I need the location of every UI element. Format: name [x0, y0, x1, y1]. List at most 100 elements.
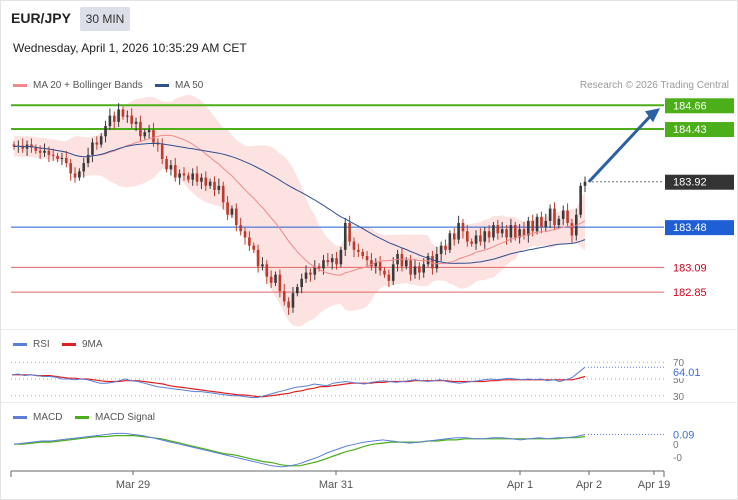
candle-body [422, 264, 426, 273]
resistance-tag [665, 98, 734, 114]
candle-body [12, 144, 16, 147]
x-tick-label: Apr 2 [576, 479, 602, 491]
candle-body [112, 115, 116, 122]
candle-body [296, 287, 299, 294]
legend-macd-label: MACD [33, 412, 63, 423]
candle-body [531, 220, 535, 232]
candle-body [413, 266, 417, 275]
candle-body [64, 157, 68, 164]
candle-body [239, 225, 242, 232]
rsi-ma-swatch [62, 342, 76, 346]
macd-tick-zero: 0 [673, 440, 679, 451]
candle-body [34, 147, 38, 151]
candle-body [492, 225, 495, 238]
candle-body [461, 223, 465, 232]
candle-body [561, 210, 565, 219]
candle-body [570, 223, 574, 236]
rsi-tick-label: 70 [673, 358, 685, 369]
candle-body [361, 251, 365, 257]
candle-body [391, 264, 395, 281]
candle-body [370, 260, 373, 267]
candle-body [583, 181, 587, 186]
rsi-tick-label: 30 [673, 392, 685, 403]
candle-body [326, 260, 330, 263]
legend-rsi-ma: 9MA [62, 339, 103, 350]
candle-body [474, 235, 478, 244]
candle-body [374, 262, 378, 267]
candle-body [300, 278, 303, 288]
credit-label: Research © 2026 Trading Central [579, 80, 729, 91]
candle-body [208, 181, 212, 186]
candle-body [518, 229, 521, 238]
candle-body [566, 210, 569, 224]
candle-body [73, 173, 77, 178]
legend-ma50: MA 50 [155, 80, 203, 91]
candle-body [173, 165, 177, 178]
candle-body [409, 260, 412, 275]
candle-body [522, 229, 526, 236]
rsi-swatch [13, 342, 27, 346]
candle-body [69, 163, 72, 174]
macd-signal-swatch [75, 415, 89, 419]
resistance-tag [665, 122, 734, 138]
candle-body [309, 272, 312, 275]
legend-macd-signal-label: MACD Signal [95, 412, 156, 423]
ma20-line [13, 134, 586, 276]
header: EUR/JPY 30 MIN Wednesday, April 1, 2026 … [0, 0, 738, 70]
candle-body [317, 266, 321, 269]
timeframe-badge[interactable]: 30 MIN [80, 7, 130, 31]
candle-body [466, 231, 469, 242]
candle-body [479, 235, 482, 242]
candle-body [143, 132, 147, 137]
rsi-ma-line [12, 374, 586, 398]
candle-body [439, 245, 443, 254]
candle-body [343, 223, 347, 250]
candle-body [304, 272, 308, 279]
candle-body [91, 142, 94, 155]
resistance-label: 184.66 [673, 100, 707, 112]
legend-rsi-label: RSI [33, 339, 50, 350]
ma50-line [13, 142, 586, 264]
candle-body [452, 233, 456, 240]
candle-body [104, 125, 107, 137]
x-tick-label: Apr 1 [507, 479, 533, 491]
candle-body [117, 109, 120, 122]
candle-body [544, 220, 548, 228]
candle-body [169, 165, 173, 170]
candle-body [483, 231, 487, 242]
candle-body [261, 264, 264, 267]
legend-ma50-label: MA 50 [175, 80, 204, 91]
candle-body [217, 185, 221, 190]
candle-body [182, 173, 186, 176]
legend-ma20: MA 20 + Bollinger Bands [13, 80, 143, 91]
x-tick-label: Mar 31 [319, 479, 353, 491]
rsi-line [11, 366, 586, 398]
candle-body [226, 202, 229, 215]
candle-body [557, 218, 561, 226]
candle-body [160, 144, 164, 159]
rsi-last-bg [667, 366, 701, 379]
macd-tick-neg: -0 [673, 453, 682, 464]
support-label: 183.09 [673, 262, 707, 274]
candle-body [348, 223, 351, 242]
rsi-last-label: 64.01 [673, 367, 701, 379]
candle-body [339, 249, 343, 265]
candle-body [165, 158, 168, 170]
candle-body [387, 274, 391, 281]
datetime-label: Wednesday, April 1, 2026 10:35:29 AM CET [13, 41, 247, 55]
candle-body [357, 249, 360, 252]
candle-body [126, 115, 129, 117]
candle-body [274, 274, 277, 283]
candle-body [287, 301, 290, 308]
candle-body [330, 258, 334, 263]
candle-body [187, 175, 190, 180]
candle-body [553, 208, 556, 226]
symbol-title: EUR/JPY [11, 10, 71, 26]
candle-body [130, 115, 133, 124]
candle-body [47, 150, 51, 155]
candle-body [121, 109, 125, 117]
candle-body [60, 157, 64, 159]
legend-ma20-label: MA 20 + Bollinger Bands [33, 80, 143, 91]
candle-body [99, 136, 103, 145]
